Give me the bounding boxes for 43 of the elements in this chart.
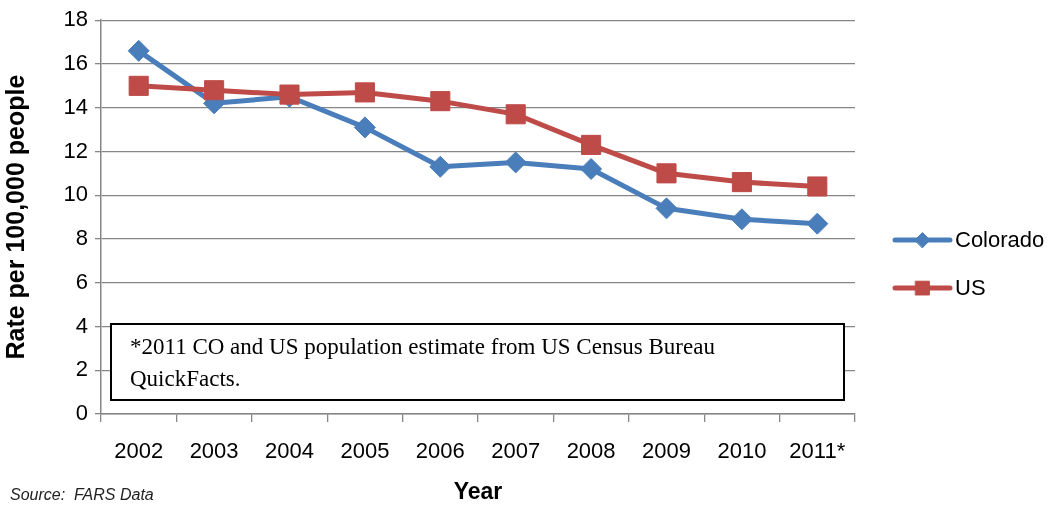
point xyxy=(807,176,828,197)
point xyxy=(430,91,451,112)
y-tick-label: 6 xyxy=(75,268,88,294)
annotation: *2011 CO and US population estimate from US Census Bureau QuickFacts. xyxy=(130,333,716,393)
x-tick-label: 2007 xyxy=(491,438,541,464)
x-tick-label: 2008 xyxy=(566,438,616,464)
x-tick-label: 2003 xyxy=(189,438,239,464)
point xyxy=(353,116,376,139)
legend-label: US xyxy=(955,275,986,301)
x-tick-label: 2006 xyxy=(415,438,465,464)
y-tick-label: 14 xyxy=(63,93,88,119)
x-tick-label: 2002 xyxy=(114,438,164,464)
legend-label: Colorado xyxy=(955,227,1045,253)
x-tick-label: 2009 xyxy=(642,438,691,464)
source-note: Source: FARS Data xyxy=(10,485,154,504)
x-tick-label: 2011* xyxy=(789,438,846,464)
point xyxy=(656,163,677,184)
point xyxy=(354,82,375,103)
point xyxy=(128,75,149,96)
point xyxy=(731,172,752,193)
y-tick-label: 10 xyxy=(63,181,88,207)
y-tick-label: 18 xyxy=(63,6,88,32)
point xyxy=(580,157,603,180)
point xyxy=(806,212,829,235)
y-tick-label: 4 xyxy=(75,312,88,338)
y-tick-label: 16 xyxy=(63,50,88,76)
point xyxy=(429,155,452,178)
point xyxy=(730,208,753,231)
point xyxy=(504,151,527,174)
point xyxy=(581,134,602,155)
y-tick-label: 0 xyxy=(75,400,88,426)
y-axis-title: Rate per 100,000 people xyxy=(0,74,29,360)
x-tick-label: 2005 xyxy=(340,438,390,464)
x-tick-label: 2010 xyxy=(717,438,767,464)
x-axis-title: Year xyxy=(453,477,503,504)
point xyxy=(127,39,150,62)
point xyxy=(505,104,526,125)
y-tick-label: 2 xyxy=(75,356,88,382)
y-tick-label: 12 xyxy=(63,137,88,163)
point xyxy=(655,197,678,220)
y-tick-label: 8 xyxy=(75,225,88,251)
x-tick-label: 2004 xyxy=(265,438,314,464)
point xyxy=(204,80,225,101)
